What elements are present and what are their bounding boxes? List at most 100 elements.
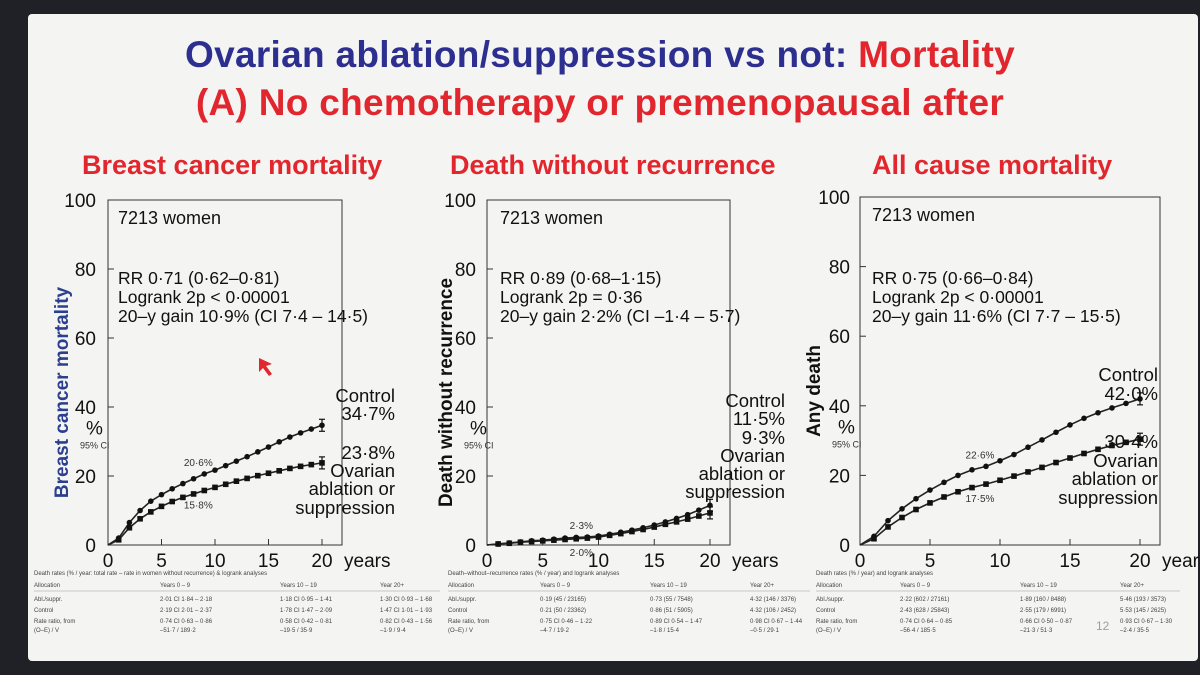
table-cell: 2·43 (628 / 25843) xyxy=(900,608,949,614)
table-column: Years 0 – 9 xyxy=(900,583,931,589)
slide-title-line-2: (A) No chemotherapy or premenopausal aft… xyxy=(195,82,1005,123)
x-tick-label: 10 xyxy=(588,551,609,572)
x-unit-label: years xyxy=(732,551,778,572)
table-header: Death rates (% / year) and logrank analy… xyxy=(816,571,933,577)
table-cell: (O–E) / V xyxy=(34,628,59,634)
series-end-label: ablation or xyxy=(699,463,785,484)
series-point-1 xyxy=(158,503,165,510)
series-point-0 xyxy=(212,467,218,473)
series-point-1 xyxy=(595,534,602,540)
series-point-1 xyxy=(997,477,1003,484)
stat-line: Logrank 2p = 0·36 xyxy=(500,287,643,307)
stat-line: Logrank 2p < 0·00001 xyxy=(872,287,1044,307)
series-point-1 xyxy=(1011,473,1017,479)
x-tick-label: 5 xyxy=(925,551,936,572)
plot-frame xyxy=(107,199,343,546)
table-cell: 4·32 (146 / 3376) xyxy=(750,597,796,603)
series-point-1 xyxy=(618,530,624,537)
series-point-1 xyxy=(955,488,961,495)
y-axis-label: Breast cancer mortality xyxy=(52,286,73,498)
series-point-1 xyxy=(212,484,218,491)
series-point-1 xyxy=(673,519,680,525)
table-cell: 0·74 CI 0·63 – 0·86 xyxy=(160,619,213,625)
series-end-label: Control xyxy=(725,390,785,411)
x-tick-label: 20 xyxy=(311,551,332,572)
point-annotation: 17·5% xyxy=(966,494,995,505)
series-point-1 xyxy=(190,491,197,497)
y-unit-label: % xyxy=(470,419,487,440)
y-tick-label: 100 xyxy=(64,191,96,212)
panel-title-breast-cancer: Breast cancer mortality xyxy=(82,150,383,180)
series-point-0 xyxy=(276,439,283,445)
table-cell: 0·82 CI 0·43 – 1·56 xyxy=(380,619,433,625)
series-point-0 xyxy=(927,487,933,493)
y-tick-label: 60 xyxy=(455,329,476,350)
series-point-0 xyxy=(1123,400,1129,407)
chart-panel-0: 0 20 40 60 80 100 0 5 10 15 20 years Breast cancer m… xyxy=(34,191,440,634)
table-cell: 0·19 (45 / 23165) xyxy=(540,597,586,603)
series-point-0 xyxy=(222,462,229,469)
ci-label: 95% CI xyxy=(80,441,110,451)
series-line-1 xyxy=(107,462,323,546)
x-tick-label: 15 xyxy=(1059,551,1080,572)
series-point-0 xyxy=(190,475,197,482)
series-point-1 xyxy=(517,539,524,546)
series-point-0 xyxy=(983,463,989,470)
y-tick-label: 20 xyxy=(829,466,850,487)
y-unit-label: % xyxy=(838,418,855,439)
series-point-1 xyxy=(137,515,143,522)
series-end-label: Ovarian xyxy=(720,445,785,466)
slide-number: 12 xyxy=(1096,619,1110,633)
series-point-0 xyxy=(158,491,165,498)
stat-line: Logrank 2p < 0·00001 xyxy=(118,287,290,307)
series-point-0 xyxy=(265,444,272,450)
table-cell: –1·8 / 15·4 xyxy=(650,628,680,634)
table-column: Years 10 – 19 xyxy=(280,583,317,589)
series-point-0 xyxy=(1025,444,1031,451)
point-annotation: 2·0% xyxy=(570,548,593,559)
table-cell: 2·19 CI 2·01 – 2·37 xyxy=(160,608,213,614)
women-count: 7213 women xyxy=(118,208,221,228)
women-count: 7213 women xyxy=(500,208,603,228)
x-tick-label: 15 xyxy=(258,551,279,572)
table-cell: –4·7 / 19·2 xyxy=(540,628,570,634)
series-point-1 xyxy=(1109,442,1115,449)
series-point-0 xyxy=(684,511,691,518)
point-annotation: 2·3% xyxy=(570,521,593,532)
series-point-1 xyxy=(1123,439,1129,446)
series-point-0 xyxy=(696,507,702,513)
series-point-0 xyxy=(297,430,304,436)
series-point-1 xyxy=(662,521,669,528)
table-cell: –51·7 / 189·2 xyxy=(160,628,196,634)
x-tick-label: 5 xyxy=(537,551,548,572)
table-cell: 1·89 (160 / 8488) xyxy=(1020,597,1066,603)
table-column: Years 0 – 9 xyxy=(160,583,191,589)
table-cell: –56·4 / 185·5 xyxy=(900,628,936,634)
y-tick-label: 40 xyxy=(829,397,850,418)
table-header: Death rates (% / year: total rate – rate… xyxy=(34,571,267,577)
series-point-1 xyxy=(913,506,919,513)
table-cell: 0·89 CI 0·54 – 1·47 xyxy=(650,619,703,625)
y-tick-label: 0 xyxy=(839,536,850,557)
table-cell: 1·30 CI 0·93 – 1·68 xyxy=(380,597,433,603)
series-end-label: 34·7% xyxy=(342,403,395,424)
table-cell: 0·73 (55 / 7548) xyxy=(650,597,693,603)
y-tick-label: 80 xyxy=(455,260,476,281)
stat-line: RR 0·71 (0·62–0·81) xyxy=(118,268,279,288)
series-point-1 xyxy=(885,524,891,530)
series-point-1 xyxy=(115,537,122,543)
table-column: Allocation xyxy=(816,583,842,589)
series-point-1 xyxy=(201,487,208,494)
series-point-0 xyxy=(1095,409,1101,416)
series-end-label: 9·3% xyxy=(742,427,785,448)
x-tick-label: 15 xyxy=(644,551,665,572)
series-point-1 xyxy=(969,484,975,491)
series-point-1 xyxy=(927,500,933,506)
series-point-1 xyxy=(1095,446,1101,453)
table-column: Year 20+ xyxy=(1120,583,1144,589)
series-point-0 xyxy=(969,467,975,473)
table-cell: Rate ratio, from xyxy=(448,619,489,625)
table-cell: 0·93 CI 0·67 – 1·30 xyxy=(1120,619,1173,625)
table-cell: 0·21 (50 / 23362) xyxy=(540,608,586,614)
